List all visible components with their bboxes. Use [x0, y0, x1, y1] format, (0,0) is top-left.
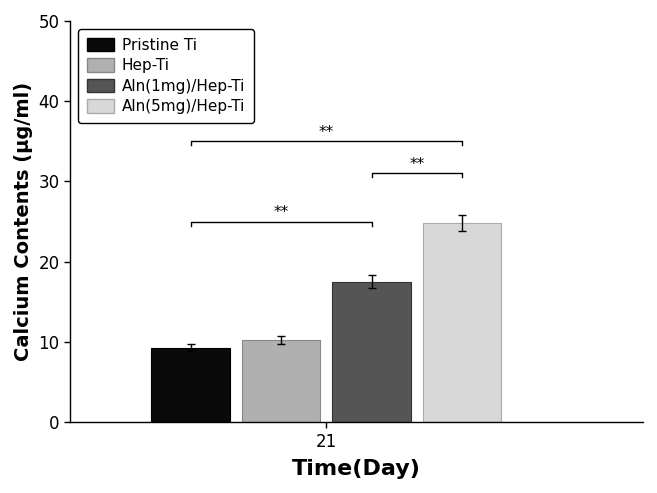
Bar [242, 340, 321, 423]
Legend: Pristine Ti, Hep-Ti, Aln(1mg)/Hep-Ti, Aln(5mg)/Hep-Ti: Pristine Ti, Hep-Ti, Aln(1mg)/Hep-Ti, Al… [78, 29, 254, 123]
X-axis label: Time(Day): Time(Day) [292, 459, 421, 479]
Bar [151, 348, 230, 423]
Text: **: ** [319, 125, 334, 140]
Text: **: ** [273, 205, 289, 220]
Bar [332, 282, 411, 423]
Text: **: ** [409, 157, 424, 172]
Y-axis label: Calcium Contents (μg/ml): Calcium Contents (μg/ml) [14, 82, 33, 361]
Bar [423, 223, 501, 423]
